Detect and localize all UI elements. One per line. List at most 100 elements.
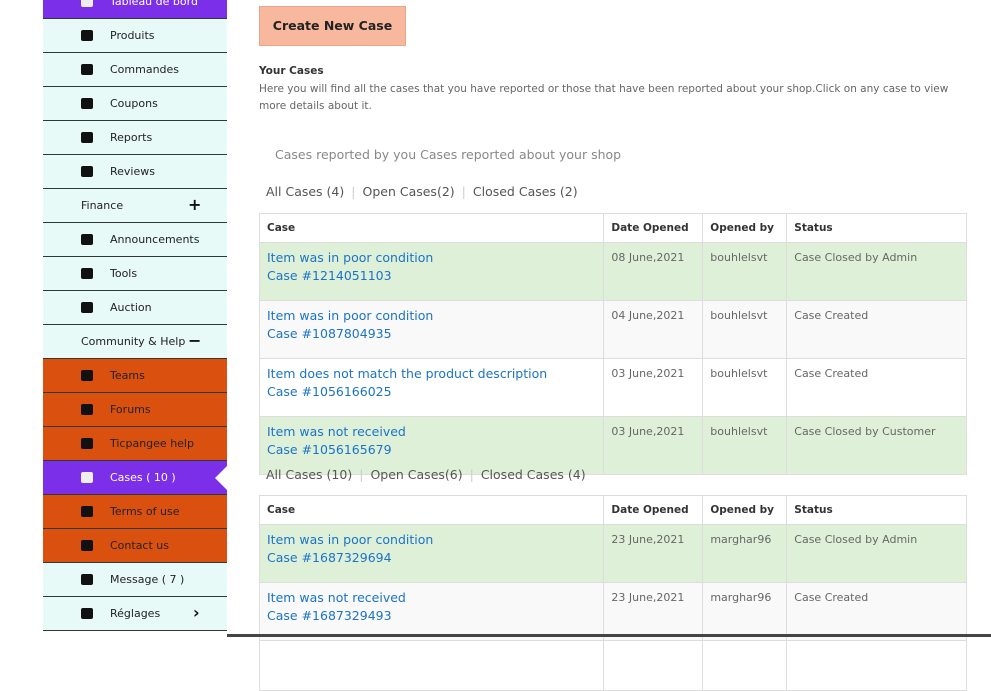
bottom-bar	[227, 634, 991, 637]
icon	[81, 132, 93, 143]
case-row[interactable]: Item was in poor condition Case #10878049…	[258, 300, 967, 359]
tabs: All Cases (4) | Open Cases(2) | Closed Cases…	[266, 184, 578, 199]
case-row[interactable]: Item was in poor condition Case #16873296…	[258, 524, 967, 583]
case-number[interactable]: Case #1687329493	[267, 608, 392, 623]
case-number[interactable]: Case #1687329694	[267, 550, 392, 565]
date: 23 June,2021	[603, 582, 704, 641]
sidebar-item[interactable]: Community & Help −	[43, 325, 227, 359]
icon	[81, 472, 93, 483]
column-header: Status	[786, 213, 967, 243]
sidebar-label: Community & Help	[81, 335, 186, 348]
sidebar-item[interactable]: Tools	[43, 257, 227, 291]
case-row[interactable]: Item was not received Case #1056165679 03 …	[258, 416, 967, 475]
sidebar-label: Réglages	[110, 607, 161, 620]
sidebar-item[interactable]: Finance +	[43, 189, 227, 223]
opened-by: bouhlelsvt	[702, 300, 788, 359]
case-title[interactable]: Item was in poor condition	[267, 250, 434, 265]
status: Case Closed by Admin	[786, 242, 967, 301]
sidebar-item[interactable]: Coupons	[43, 87, 227, 121]
empty-cell	[786, 640, 967, 691]
icon	[81, 30, 93, 41]
case-title[interactable]: Item was in poor condition	[267, 532, 434, 547]
column-header: Opened by	[702, 495, 788, 525]
case-cell: Item does not match the product descript…	[258, 358, 605, 417]
case-row-partial	[258, 640, 967, 691]
sidebar-label: Tools	[110, 267, 138, 280]
sidebar-label: Cases ( 10 )	[110, 471, 176, 484]
active-notch	[215, 466, 227, 490]
status: Case Created	[786, 300, 967, 359]
case-title[interactable]: Item was not received	[267, 424, 406, 439]
sidebar-item[interactable]: Terms of use	[43, 495, 227, 529]
empty-cell	[702, 640, 788, 691]
toggle: ›	[193, 603, 200, 622]
icon	[81, 0, 93, 7]
case-cell: Item was not received Case #1687329493	[258, 582, 605, 641]
icon	[81, 506, 93, 517]
icon	[81, 268, 93, 279]
icon	[81, 64, 93, 75]
icon	[81, 438, 93, 449]
sidebar-item[interactable]: Tableau de bord	[43, 0, 227, 19]
icon	[81, 540, 93, 551]
sidebar-item[interactable]: Teams	[43, 359, 227, 393]
sidebar-item[interactable]: Réglages ›	[43, 597, 227, 631]
case-cell: Item was not received Case #1056165679	[258, 416, 605, 475]
opened-by: bouhlelsvt	[702, 416, 788, 475]
tabs: All Cases (10) | Open Cases(6) | Closed Case…	[266, 467, 586, 482]
tab[interactable]: All Cases (4)	[266, 184, 345, 199]
header-row: Case Date Opened Opened by Status	[258, 213, 967, 243]
icon	[81, 166, 93, 177]
separator: |	[469, 467, 474, 482]
sidebar-item[interactable]: Reports	[43, 121, 227, 155]
tab[interactable]: Open Cases(2)	[362, 184, 455, 199]
case-title[interactable]: Item was in poor condition	[267, 308, 434, 323]
create-case-button[interactable]: Create New Case	[259, 6, 406, 46]
case-number[interactable]: Case #1087804935	[267, 326, 392, 341]
sidebar-label: Terms of use	[110, 505, 180, 518]
case-number[interactable]: Case #1056166025	[267, 384, 392, 399]
status: Case Closed by Customer	[786, 416, 967, 475]
icon	[81, 302, 93, 313]
cases-table: Case Date Opened Opened by Status Item was i…	[258, 495, 967, 691]
icon	[81, 98, 93, 109]
sidebar-label: Reports	[110, 131, 153, 144]
sidebar-item[interactable]: Ticpangee help	[43, 427, 227, 461]
opened-by: marghar96	[702, 524, 788, 583]
case-title[interactable]: Item was not received	[267, 590, 406, 605]
date: 03 June,2021	[603, 358, 704, 417]
icon	[81, 608, 93, 619]
sidebar-label: Contact us	[110, 539, 169, 552]
tab[interactable]: All Cases (10)	[266, 467, 353, 482]
date: 04 June,2021	[603, 300, 704, 359]
sidebar-item[interactable]: Commandes	[43, 53, 227, 87]
tab[interactable]: Closed Cases (2)	[472, 184, 578, 199]
tab[interactable]: Open Cases(6)	[370, 467, 463, 482]
toggle: +	[188, 195, 202, 214]
heading: Your Cases	[259, 65, 324, 77]
case-cell: Item was in poor condition Case #12140511…	[258, 242, 605, 301]
sidebar-item[interactable]: Auction	[43, 291, 227, 325]
case-number[interactable]: Case #1214051103	[267, 268, 392, 283]
icon	[81, 370, 93, 381]
tab[interactable]: Closed Cases (4)	[480, 467, 586, 482]
sidebar-item[interactable]: Announcements	[43, 223, 227, 257]
opened-by: bouhlelsvt	[702, 358, 788, 417]
opened-by: marghar96	[702, 582, 788, 641]
sidebar-item[interactable]: Message ( 7 )	[43, 563, 227, 597]
separator: |	[351, 184, 356, 199]
cases-table: Case Date Opened Opened by Status Item was i…	[258, 213, 967, 475]
icon	[81, 234, 93, 245]
case-row[interactable]: Item was in poor condition Case #12140511…	[258, 242, 967, 301]
sidebar-item[interactable]: Contact us	[43, 529, 227, 563]
case-row[interactable]: Item was not received Case #1687329493 23 …	[258, 582, 967, 641]
sidebar-item[interactable]: Forums	[43, 393, 227, 427]
case-number[interactable]: Case #1056165679	[267, 442, 392, 457]
sidebar-label: Tableau de bord	[110, 0, 198, 8]
sidebar-label: Forums	[110, 403, 151, 416]
sidebar-item[interactable]: Cases ( 10 )	[43, 461, 227, 495]
case-title[interactable]: Item does not match the product descript…	[267, 366, 548, 381]
case-row[interactable]: Item does not match the product descript…	[258, 358, 967, 417]
sidebar-item[interactable]: Reviews	[43, 155, 227, 189]
sidebar-item[interactable]: Produits	[43, 19, 227, 53]
